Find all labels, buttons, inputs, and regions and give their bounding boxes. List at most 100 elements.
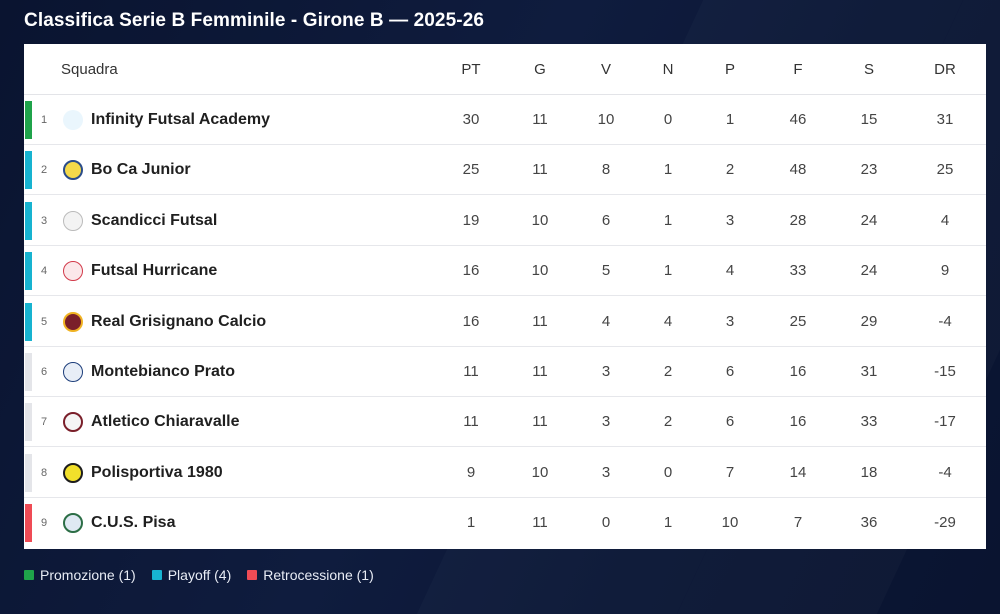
cell-f: 25 xyxy=(789,312,807,330)
cell-s: 31 xyxy=(860,363,878,380)
zone-indicator xyxy=(25,101,32,139)
legend-label: Retrocessione (1) xyxy=(263,567,374,583)
cell-pt: 16 xyxy=(462,262,480,280)
row-position: 5 xyxy=(41,315,48,328)
cell-pt: 19 xyxy=(462,211,480,229)
header-dr[interactable]: DR xyxy=(934,61,956,78)
standings-table: Squadra PT G V N P F S DR 1 Infinity Futs… xyxy=(24,44,986,549)
row-position: 9 xyxy=(41,517,48,530)
cell-n: 1 xyxy=(663,161,673,179)
cell-p: 3 xyxy=(725,312,735,330)
team-name[interactable]: Atletico Chiaravalle xyxy=(91,413,240,431)
row-position: 1 xyxy=(41,114,48,126)
cell-p: 2 xyxy=(725,161,735,179)
zone-indicator xyxy=(25,302,32,341)
real-grisignano-calcio-logo-icon xyxy=(63,311,83,332)
cell-s: 24 xyxy=(860,262,878,280)
cell-dr: 9 xyxy=(940,262,950,280)
cell-g: 10 xyxy=(531,211,549,229)
cell-v: 3 xyxy=(601,463,611,481)
team-name[interactable]: Bo Ca Junior xyxy=(91,161,191,179)
cell-v: 4 xyxy=(601,312,611,330)
team-name[interactable]: C.U.S. Pisa xyxy=(91,514,176,532)
header-p[interactable]: P xyxy=(724,61,735,78)
legend-item-playoff: Playoff (4) xyxy=(151,567,231,583)
team-name[interactable]: Polisportiva 1980 xyxy=(91,463,223,481)
cell-v: 8 xyxy=(601,161,611,179)
header-n[interactable]: N xyxy=(662,61,674,78)
cell-g: 11 xyxy=(532,111,548,128)
cell-p: 6 xyxy=(725,363,735,380)
cell-n: 0 xyxy=(663,463,673,481)
table-row[interactable]: 7 Atletico Chiaravalle 11 11 3 2 6 16 33 -17 xyxy=(24,397,986,448)
cell-dr: 25 xyxy=(936,161,954,179)
cell-g: 11 xyxy=(532,312,548,330)
cell-f: 16 xyxy=(789,413,807,431)
zone-indicator xyxy=(25,151,32,190)
infinity-futsal-academy-logo-icon xyxy=(63,110,83,130)
scandicci-futsal-logo-icon xyxy=(63,210,83,231)
row-position: 4 xyxy=(41,265,48,278)
cell-p: 1 xyxy=(725,111,735,128)
futsal-hurricane-logo-icon xyxy=(63,261,83,282)
cell-s: 23 xyxy=(860,161,878,179)
cell-s: 33 xyxy=(860,413,878,431)
header-pt[interactable]: PT xyxy=(461,61,481,78)
cell-f: 28 xyxy=(789,211,807,229)
cell-f: 16 xyxy=(789,363,807,380)
header-team[interactable]: Squadra xyxy=(61,61,118,78)
cell-pt: 1 xyxy=(466,514,476,532)
cell-n: 1 xyxy=(663,262,673,280)
table-row[interactable]: 4 Futsal Hurricane 16 10 5 1 4 33 24 9 xyxy=(24,246,986,297)
cell-g: 11 xyxy=(532,363,548,380)
team-name[interactable]: Infinity Futsal Academy xyxy=(91,111,270,128)
cell-f: 46 xyxy=(789,111,807,128)
zone-indicator xyxy=(25,353,32,391)
zone-indicator xyxy=(25,252,32,291)
team-name[interactable]: Real Grisignano Calcio xyxy=(91,312,267,330)
team-name[interactable]: Futsal Hurricane xyxy=(91,262,218,280)
table-row[interactable]: 6 Montebianco Prato 11 11 3 2 6 16 31 -15 xyxy=(24,347,986,397)
cell-n: 1 xyxy=(663,211,673,229)
cell-s: 24 xyxy=(860,211,878,229)
cell-v: 10 xyxy=(597,111,615,128)
table-row[interactable]: 3 Scandicci Futsal 19 10 6 1 3 28 24 4 xyxy=(24,196,986,246)
row-position: 7 xyxy=(41,416,48,429)
table-row[interactable]: 5 Real Grisignano Calcio 16 11 4 4 3 25 29 -4 xyxy=(24,297,986,347)
cell-pt: 11 xyxy=(463,363,479,380)
cell-n: 0 xyxy=(663,111,673,128)
table-row[interactable]: 8 Polisportiva 1980 9 10 3 0 7 14 18 -4 xyxy=(24,448,986,498)
header-g[interactable]: G xyxy=(534,61,546,78)
table-row[interactable]: 9 C.U.S. Pisa 1 11 0 1 10 7 36 -29 xyxy=(24,498,986,548)
team-name[interactable]: Scandicci Futsal xyxy=(91,211,218,229)
cell-g: 11 xyxy=(532,413,548,431)
team-name[interactable]: Montebianco Prato xyxy=(91,363,236,380)
zone-indicator xyxy=(25,201,32,240)
header-s[interactable]: S xyxy=(863,61,874,78)
cell-dr: -29 xyxy=(934,514,956,532)
legend-item-promozione: Promozione (1) xyxy=(24,567,136,583)
header-v[interactable]: V xyxy=(600,61,611,78)
cell-s: 18 xyxy=(860,463,878,481)
cell-s: 15 xyxy=(860,111,878,128)
cell-v: 3 xyxy=(601,363,611,380)
cell-pt: 30 xyxy=(462,111,480,128)
cell-s: 29 xyxy=(860,312,878,330)
cell-dr: -4 xyxy=(938,463,952,481)
table-row[interactable]: 1 Infinity Futsal Academy 30 11 10 0 1 46 15 31 xyxy=(24,95,986,145)
cell-v: 5 xyxy=(601,262,611,280)
table-row[interactable]: 2 Bo Ca Junior 25 11 8 1 2 48 23 25 xyxy=(24,145,986,196)
zone-indicator xyxy=(25,504,32,543)
header-f[interactable]: F xyxy=(793,61,803,78)
retrocessione-swatch xyxy=(247,570,258,580)
cell-g: 10 xyxy=(531,262,549,280)
cell-n: 2 xyxy=(663,413,673,431)
cell-s: 36 xyxy=(860,514,878,532)
cell-dr: -17 xyxy=(934,413,956,431)
playoff-swatch xyxy=(151,570,162,580)
legend-label: Promozione (1) xyxy=(40,567,136,583)
cell-pt: 9 xyxy=(466,463,476,481)
cell-pt: 25 xyxy=(462,161,480,179)
cell-dr: -15 xyxy=(934,363,956,380)
row-position: 6 xyxy=(41,366,48,378)
